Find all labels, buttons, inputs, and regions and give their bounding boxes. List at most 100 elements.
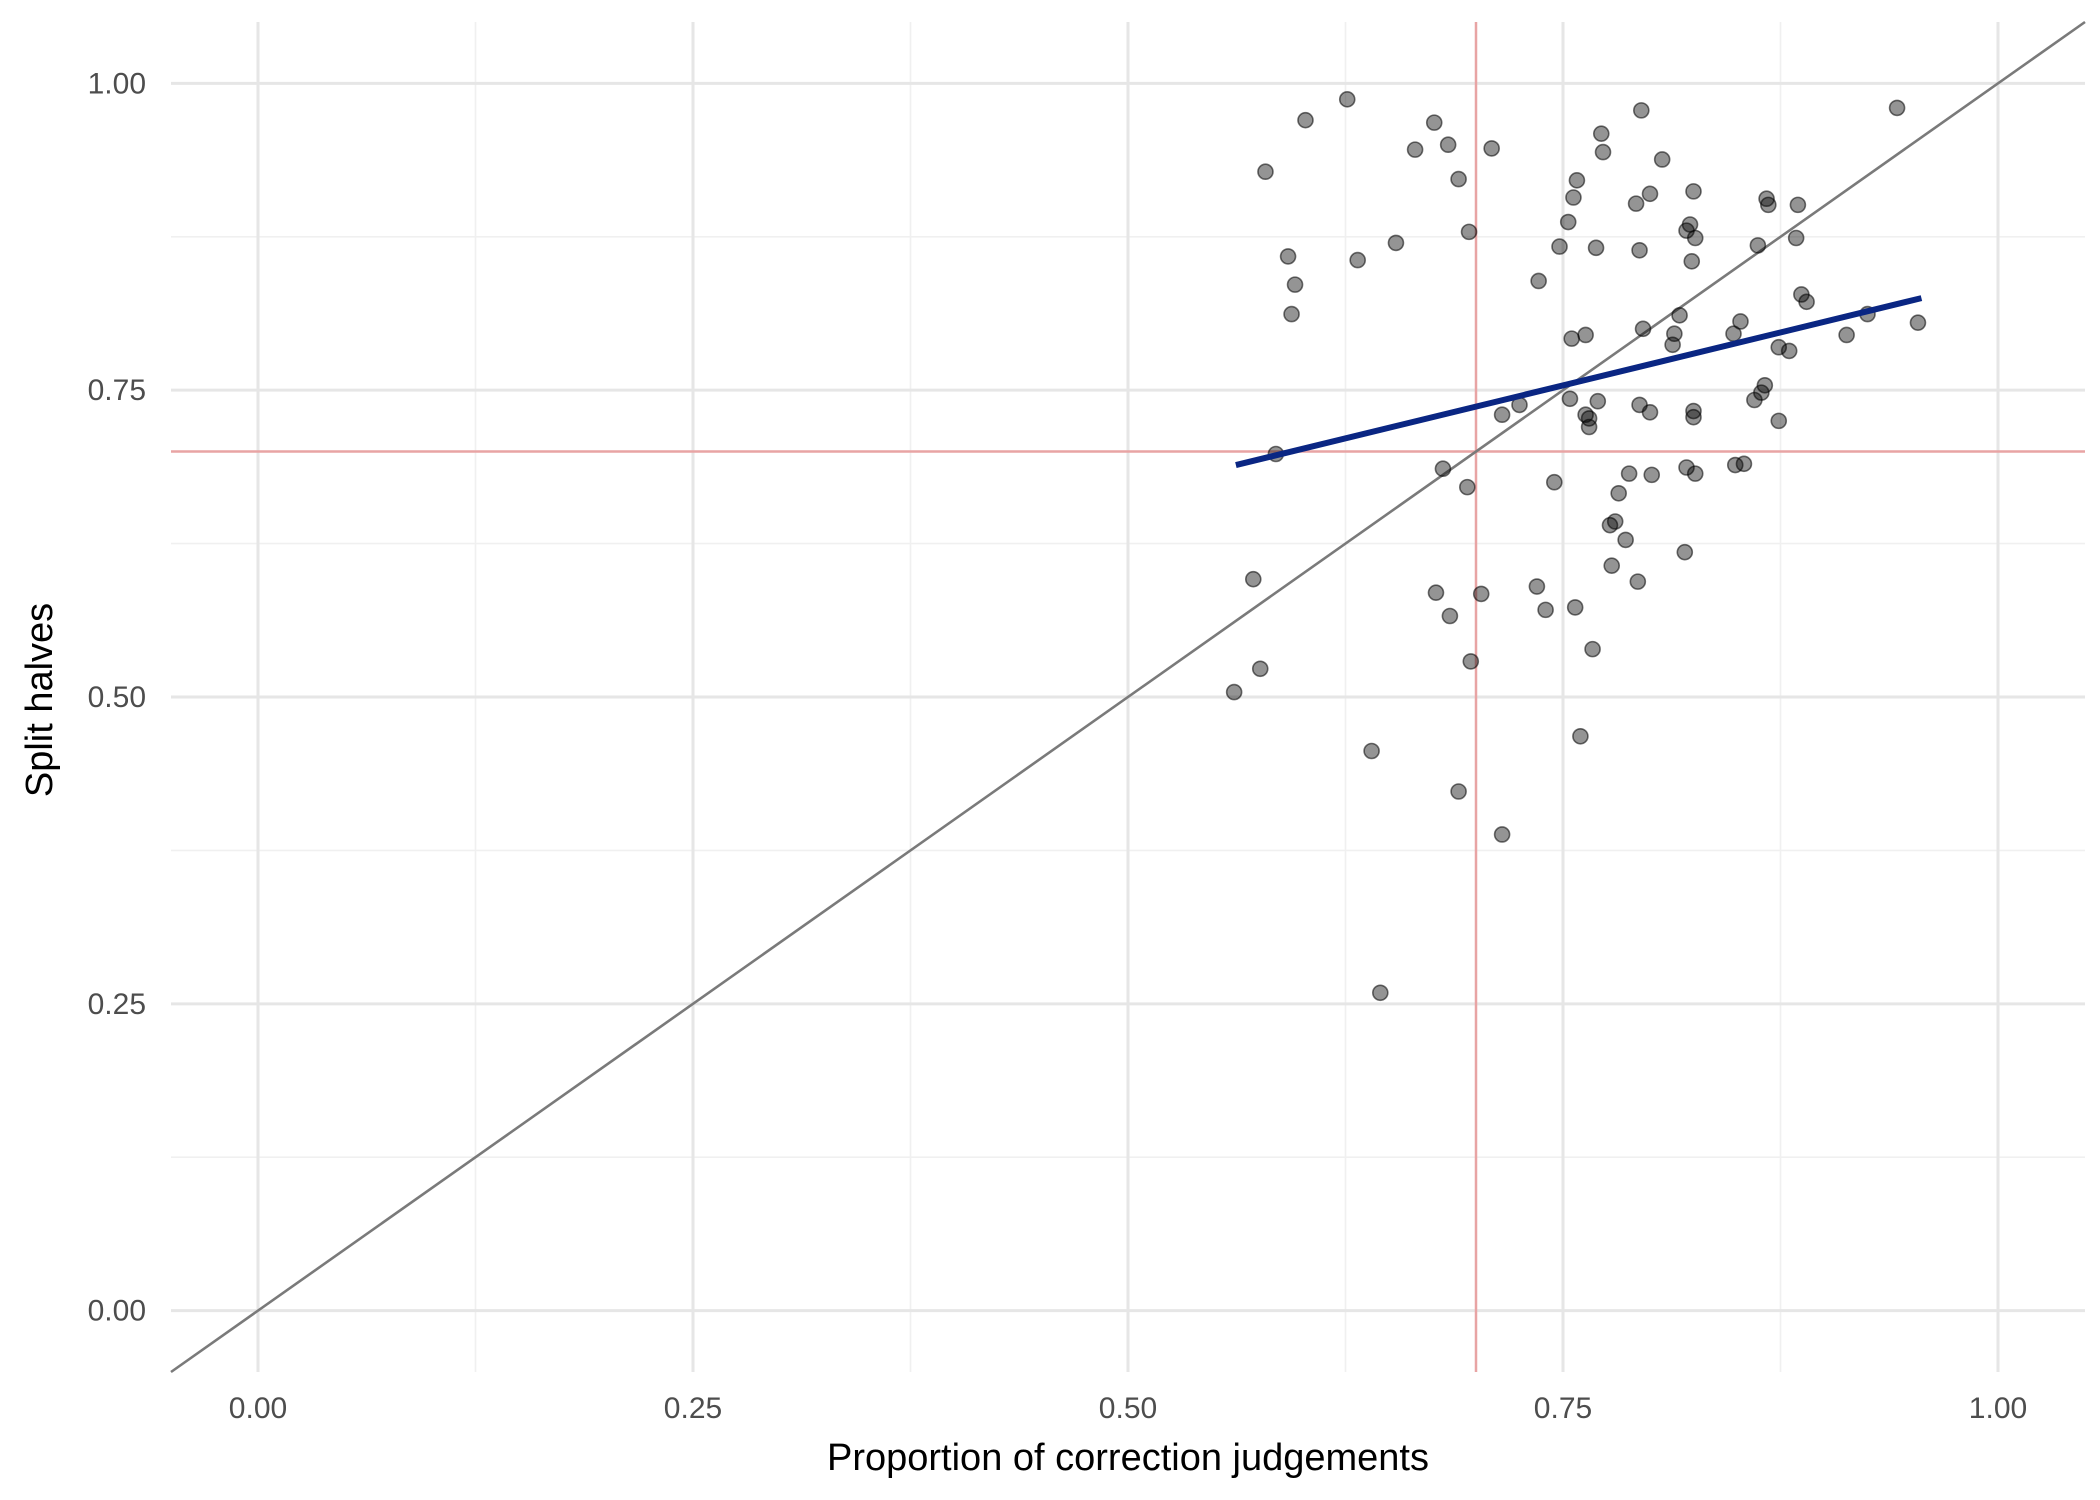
data-point <box>1685 183 1702 200</box>
data-point <box>1678 459 1695 476</box>
data-point <box>1530 272 1547 290</box>
fit-line-group <box>1235 295 1923 468</box>
data-point <box>1603 557 1621 574</box>
data-point <box>1349 251 1366 269</box>
data-point <box>1789 196 1807 214</box>
data-point <box>1472 585 1490 603</box>
data-point <box>1671 307 1688 324</box>
data-point <box>1459 478 1476 496</box>
y-tick-label: 0.25 <box>88 988 146 1021</box>
data-point <box>1528 578 1546 595</box>
data-point <box>1758 190 1775 208</box>
data-point <box>1580 410 1598 427</box>
data-point <box>1546 473 1563 491</box>
data-point <box>1286 276 1304 293</box>
data-point <box>1780 342 1798 360</box>
data-point <box>1732 313 1749 330</box>
data-point <box>1620 465 1638 482</box>
data-point <box>1572 727 1589 745</box>
data-point <box>1387 234 1405 252</box>
reference-lines <box>171 22 2085 1372</box>
data-point <box>1641 403 1659 421</box>
data-point <box>1441 607 1459 625</box>
data-point <box>1568 172 1586 189</box>
data-point <box>1450 783 1467 800</box>
data-point <box>1787 229 1805 247</box>
data-point <box>1686 229 1704 247</box>
data-point <box>1643 466 1661 484</box>
x-tick-label: 0.50 <box>1099 1392 1157 1425</box>
data-point <box>1565 189 1582 206</box>
data-point <box>1676 543 1694 561</box>
data-point <box>1483 140 1500 157</box>
data-point <box>1450 170 1467 188</box>
data-point <box>1838 326 1855 344</box>
y-axis-title: Split halves <box>19 603 61 797</box>
data-point <box>1363 742 1380 760</box>
data-point <box>1462 653 1480 670</box>
data-point <box>1749 237 1767 254</box>
y-tick-label: 0.00 <box>88 1295 146 1328</box>
data-point <box>1589 392 1607 410</box>
x-tick-labels: 0.00 0.25 0.50 0.75 1.00 <box>229 1392 2027 1425</box>
data-point <box>1427 584 1445 601</box>
data-point <box>1279 248 1297 265</box>
data-point <box>1493 826 1511 843</box>
major-gridlines <box>171 22 2085 1372</box>
data-point <box>1257 163 1274 181</box>
data-point <box>1633 102 1650 119</box>
data-point <box>1631 241 1648 259</box>
data-point <box>1634 320 1652 338</box>
data-point <box>1735 455 1753 473</box>
y-tick-labels: 0.00 0.25 0.50 0.75 1.00 <box>88 67 146 1327</box>
data-point <box>1338 91 1356 108</box>
data-point <box>1493 406 1511 424</box>
x-tick-label: 0.75 <box>1534 1392 1592 1425</box>
data-point <box>1584 640 1601 658</box>
data-point <box>1587 239 1605 257</box>
data-point <box>1798 293 1815 311</box>
data-point <box>1685 402 1702 420</box>
data-point <box>1592 125 1610 142</box>
data-point <box>1537 601 1554 619</box>
data-point <box>1685 408 1702 426</box>
y-tick-label: 0.75 <box>88 374 146 407</box>
data-point <box>1617 531 1634 549</box>
data-point <box>1577 326 1594 344</box>
fit-line <box>1235 295 1923 468</box>
data-point <box>1559 213 1577 231</box>
data-point <box>1627 195 1645 212</box>
data-point <box>1580 418 1598 436</box>
data-point <box>1372 984 1389 1002</box>
data-point <box>1434 460 1452 478</box>
data-point <box>1653 151 1671 168</box>
y-tick-label: 0.50 <box>88 681 146 714</box>
data-point <box>1888 99 1906 117</box>
data-point <box>1610 484 1627 502</box>
data-point <box>1251 660 1269 678</box>
data-point <box>1460 223 1478 241</box>
data-point <box>1606 513 1624 530</box>
data-point <box>1666 325 1683 343</box>
data-point <box>1563 330 1580 347</box>
y-tick-label: 1.00 <box>88 67 146 100</box>
data-point <box>1760 196 1777 214</box>
data-point <box>1641 185 1659 203</box>
data-point <box>1561 390 1579 408</box>
data-point <box>1439 136 1457 154</box>
data-point <box>1406 141 1424 158</box>
data-point <box>1566 599 1584 616</box>
x-axis-title: Proportion of correction judgements <box>827 1437 1429 1479</box>
data-point <box>1594 143 1612 161</box>
data-point <box>1425 114 1443 131</box>
data-point <box>1686 465 1704 482</box>
data-point <box>1629 573 1647 590</box>
data-points <box>1225 91 1927 1002</box>
data-point <box>1283 305 1300 323</box>
data-point <box>1909 314 1927 331</box>
x-tick-label: 0.00 <box>229 1392 287 1425</box>
data-point <box>1225 683 1243 701</box>
data-point <box>1770 338 1788 356</box>
data-point <box>1551 238 1568 255</box>
